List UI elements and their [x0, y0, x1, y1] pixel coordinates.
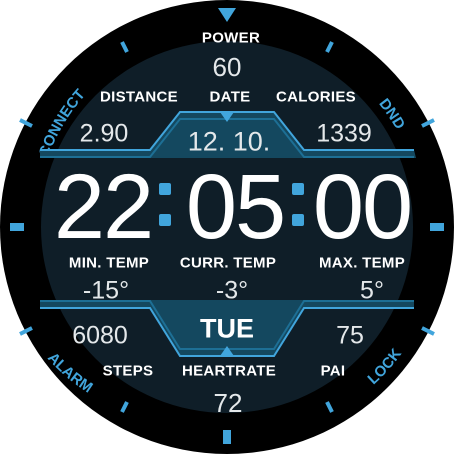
curr-temp-value[interactable]: -3°: [215, 276, 249, 305]
lower-band: [40, 300, 414, 357]
curr-temp-label: CURR. TEMP: [179, 254, 277, 272]
date-marker-icon: [220, 112, 234, 122]
date-value[interactable]: 12. 10.: [187, 126, 271, 157]
heartrate-value[interactable]: 72: [213, 388, 243, 418]
tick-9: [10, 223, 24, 231]
colon-dot: [159, 183, 171, 195]
date-label: DATE: [209, 88, 251, 106]
tick-3: [430, 223, 444, 231]
min-temp-label: MIN. TEMP: [68, 254, 150, 272]
colon-dot: [159, 214, 171, 226]
time-hours: 22: [53, 156, 154, 258]
pai-label: PAI: [320, 362, 346, 380]
calories-value[interactable]: 1339: [316, 119, 372, 148]
tick-6: [223, 430, 231, 444]
max-temp-value[interactable]: 5°: [360, 276, 384, 305]
distance-value[interactable]: 2.90: [79, 119, 129, 148]
steps-value[interactable]: 6080: [72, 321, 128, 350]
time-seconds: 00: [312, 156, 413, 258]
day-marker-icon: [220, 346, 234, 356]
min-temp-value[interactable]: -15°: [82, 276, 130, 305]
distance-label: DISTANCE: [100, 88, 178, 106]
steps-label: STEPS: [102, 362, 154, 380]
minor-ticks: [19, 41, 435, 413]
colon-dot: [292, 214, 304, 226]
triangle-down-icon: [218, 8, 236, 22]
power-label: POWER: [201, 29, 261, 47]
time-minutes: 05: [185, 156, 286, 258]
calories-label: CALORIES: [276, 88, 356, 106]
bezel-ticks: [10, 223, 444, 444]
max-temp-label: MAX. TEMP: [318, 254, 406, 272]
colon-dot: [292, 183, 304, 195]
upper-band: [40, 111, 416, 158]
power-value[interactable]: 60: [212, 52, 242, 82]
dial: [41, 41, 413, 413]
weekday: TUE: [200, 313, 254, 344]
heartrate-label: HEARTRATE: [181, 362, 277, 380]
pai-value[interactable]: 75: [336, 321, 364, 350]
